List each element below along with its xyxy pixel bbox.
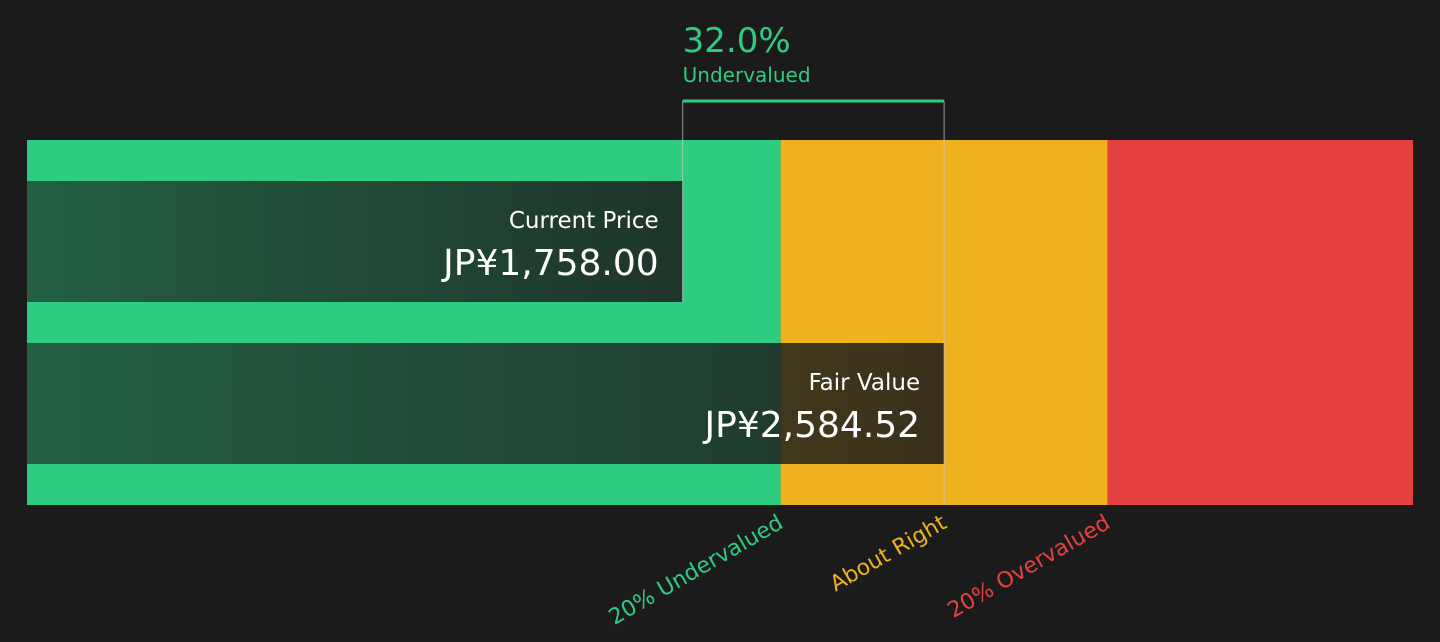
zone-band xyxy=(1107,140,1413,505)
gap-text: Undervalued xyxy=(683,63,811,87)
gap-percent: 32.0% xyxy=(683,21,791,61)
zone-label: 20% Overvalued xyxy=(944,510,1115,623)
value-bar xyxy=(27,343,945,464)
zone-label: 20% Undervalued xyxy=(605,510,788,630)
bar-value-label: JP¥1,758.00 xyxy=(441,243,659,284)
bar-category-label: Current Price xyxy=(509,208,659,234)
value-bar xyxy=(27,181,683,302)
zone-label: About Right xyxy=(826,510,951,597)
bar-value-label: JP¥2,584.52 xyxy=(703,405,921,446)
bar-category-label: Fair Value xyxy=(809,370,921,396)
